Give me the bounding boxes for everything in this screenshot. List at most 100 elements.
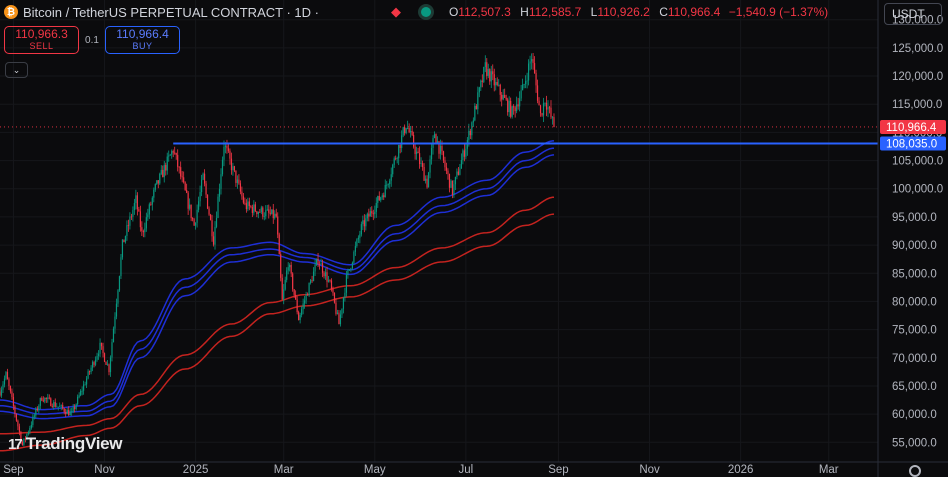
candle-body[interactable] (426, 178, 428, 188)
candle-body[interactable] (517, 104, 519, 107)
candle-body[interactable] (471, 122, 473, 136)
candle-body[interactable] (233, 166, 236, 171)
candle-body[interactable] (411, 130, 413, 135)
candle-body[interactable] (245, 203, 247, 210)
candle-body[interactable] (535, 73, 537, 86)
candle-body[interactable] (135, 195, 137, 204)
candle-body[interactable] (278, 234, 280, 255)
candle-body[interactable] (311, 280, 313, 282)
candle-body[interactable] (177, 154, 179, 167)
candle-body[interactable] (174, 152, 176, 154)
candle-body[interactable] (499, 84, 501, 95)
candle-body[interactable] (520, 90, 522, 99)
candle-body[interactable] (175, 153, 177, 155)
candle-body[interactable] (74, 407, 76, 409)
candle-body[interactable] (380, 197, 382, 201)
candle-body[interactable] (290, 264, 292, 274)
candle-body[interactable] (195, 222, 197, 226)
price-axis[interactable]: 55,000.0 60,000.0 65,000.0 70,000.0 75,000.0… (877, 0, 946, 477)
candle-body[interactable] (65, 411, 67, 415)
candle-body[interactable] (0, 389, 3, 396)
candle-body[interactable] (302, 303, 304, 310)
candle-body[interactable] (357, 237, 359, 240)
candle-body[interactable] (68, 409, 70, 416)
candle-body[interactable] (365, 218, 367, 227)
candle-body[interactable] (51, 406, 53, 407)
candle-body[interactable] (90, 367, 92, 372)
candle-body[interactable] (538, 100, 540, 106)
candle-body[interactable] (462, 150, 464, 160)
candle-body[interactable] (550, 107, 552, 118)
candle-body[interactable] (3, 378, 6, 385)
candle-body[interactable] (318, 264, 321, 265)
candle-body[interactable] (498, 84, 500, 86)
candle-body[interactable] (75, 404, 77, 409)
candle-body[interactable] (287, 267, 289, 271)
candle-body[interactable] (427, 172, 430, 188)
candle-body[interactable] (398, 145, 400, 159)
candle-body[interactable] (454, 176, 457, 185)
candle-body[interactable] (57, 406, 59, 408)
candle-body[interactable] (541, 113, 543, 116)
candle-body[interactable] (527, 63, 530, 81)
candle-body[interactable] (63, 408, 65, 412)
candle-body[interactable] (153, 189, 155, 198)
candle-body[interactable] (277, 216, 279, 235)
candle-body[interactable] (514, 107, 516, 112)
candle-body[interactable] (447, 170, 449, 174)
candle-body[interactable] (456, 171, 458, 177)
candle-body[interactable] (136, 195, 138, 210)
candle-body[interactable] (78, 395, 80, 397)
candle-body[interactable] (123, 239, 125, 243)
candle-body[interactable] (163, 165, 165, 178)
candle-body[interactable] (320, 263, 322, 265)
candle-body[interactable] (102, 346, 104, 354)
candle-body[interactable] (444, 160, 446, 168)
candle-body[interactable] (442, 151, 445, 161)
candle-body[interactable] (196, 209, 198, 223)
candle-body[interactable] (53, 402, 55, 407)
candle-body[interactable] (238, 179, 240, 184)
candle-body[interactable] (50, 398, 52, 407)
candle-body[interactable] (439, 145, 442, 154)
candle-body[interactable] (469, 130, 471, 136)
candle-body[interactable] (375, 202, 377, 212)
candle-body[interactable] (474, 105, 476, 121)
candle-body[interactable] (235, 170, 237, 183)
candle-body[interactable] (283, 289, 285, 300)
candle-body[interactable] (401, 135, 403, 149)
candle-body[interactable] (478, 87, 480, 93)
candle-body[interactable] (284, 279, 286, 290)
candle-body[interactable] (181, 176, 183, 178)
candle-body[interactable] (33, 415, 35, 417)
candle-body[interactable] (229, 150, 231, 159)
candle-body[interactable] (127, 225, 130, 226)
candle-body[interactable] (413, 134, 415, 147)
candle-body[interactable] (547, 107, 549, 110)
candle-body[interactable] (450, 180, 452, 188)
candle-body[interactable] (189, 204, 191, 209)
candle-body[interactable] (62, 405, 64, 409)
candle-body[interactable] (399, 145, 401, 149)
candle-body[interactable] (441, 145, 443, 152)
candle-body[interactable] (150, 204, 152, 206)
candle-body[interactable] (423, 166, 425, 181)
candle-body[interactable] (44, 397, 46, 402)
candle-body[interactable] (214, 226, 216, 245)
candle-body[interactable] (477, 92, 479, 110)
candle-body[interactable] (332, 289, 334, 293)
candle-body[interactable] (93, 362, 95, 365)
candle-body[interactable] (393, 158, 395, 165)
candle-body[interactable] (99, 342, 101, 354)
candle-body[interactable] (162, 169, 164, 178)
candle-body[interactable] (232, 166, 234, 171)
candle-body[interactable] (309, 280, 312, 283)
candle-body[interactable] (342, 297, 345, 309)
candle-body[interactable] (209, 214, 212, 221)
candle-body[interactable] (366, 213, 368, 219)
candle-body[interactable] (435, 134, 437, 143)
candle-body[interactable] (384, 185, 386, 198)
time-axis[interactable]: Sep Nov 2025 Mar May Jul Sep Nov 2026 Mar (0, 461, 948, 476)
candle-body[interactable] (126, 225, 128, 237)
candle-body[interactable] (69, 411, 71, 416)
